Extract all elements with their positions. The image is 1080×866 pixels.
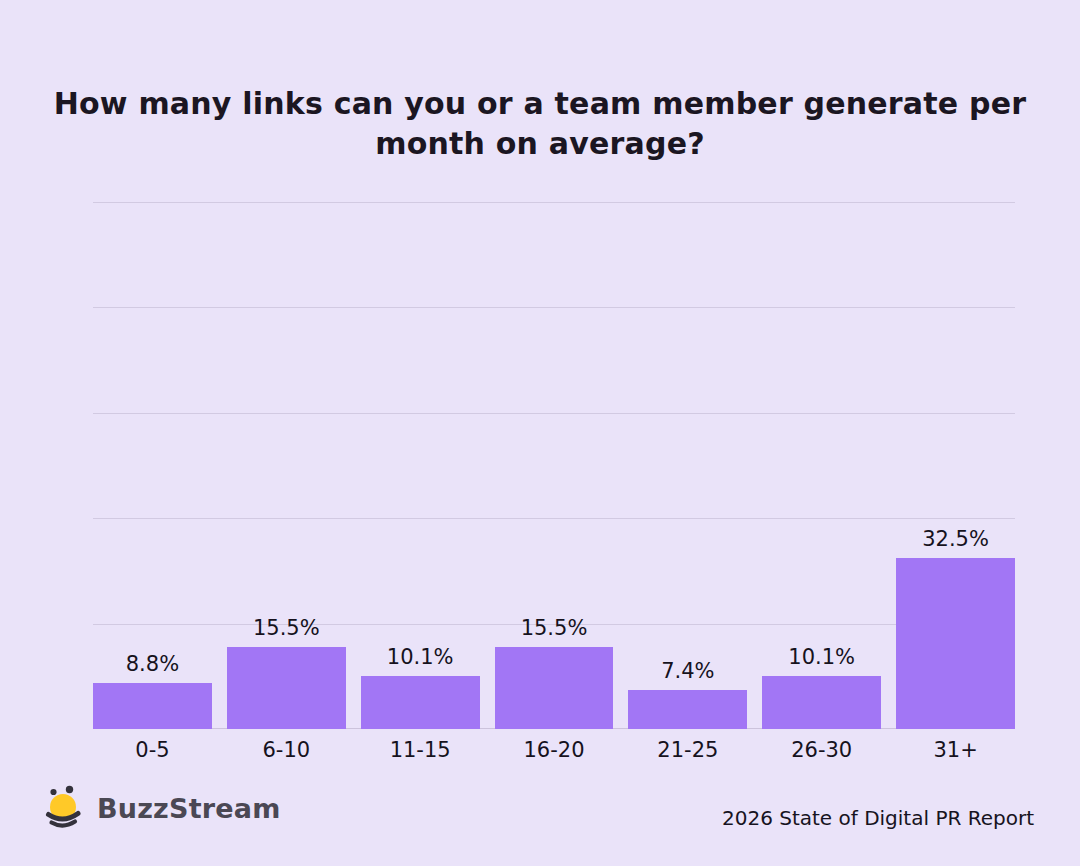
bar-group-21-25: 7.4% <box>628 659 747 729</box>
buzzstream-bee-icon <box>44 784 88 832</box>
bar-group-31+: 32.5% <box>896 527 1015 729</box>
x-tick-label: 21-25 <box>628 738 747 762</box>
bar-group-16-20: 15.5% <box>495 616 614 729</box>
bar <box>93 683 212 729</box>
bar-group-11-15: 10.1% <box>361 645 480 729</box>
bar <box>495 647 614 729</box>
brand-name: BuzzStream <box>97 793 281 824</box>
x-tick-label: 0-5 <box>93 738 212 762</box>
bars-row: 8.8% 15.5% 10.1% 15.5% 7.4% 10.1% 32.5% <box>93 202 1015 729</box>
bar <box>361 676 480 729</box>
bar-value-label: 8.8% <box>126 652 179 676</box>
bar-group-26-30: 10.1% <box>762 645 881 729</box>
bar-value-label: 32.5% <box>922 527 989 551</box>
x-tick-label: 31+ <box>896 738 1015 762</box>
bar <box>628 690 747 729</box>
bar <box>227 647 346 729</box>
chart-card: How many links can you or a team member … <box>0 0 1080 866</box>
x-axis-labels: 0-5 6-10 11-15 16-20 21-25 26-30 31+ <box>93 738 1015 762</box>
report-credit: 2026 State of Digital PR Report <box>722 806 1034 830</box>
bar-value-label: 10.1% <box>788 645 855 669</box>
x-tick-label: 11-15 <box>361 738 480 762</box>
x-tick-label: 6-10 <box>227 738 346 762</box>
x-tick-label: 26-30 <box>762 738 881 762</box>
bar-value-label: 10.1% <box>387 645 454 669</box>
bar-value-label: 15.5% <box>253 616 320 640</box>
bar-group-0-5: 8.8% <box>93 652 212 729</box>
chart-title: How many links can you or a team member … <box>0 84 1080 164</box>
x-tick-label: 16-20 <box>495 738 614 762</box>
brand-logo: BuzzStream <box>44 784 281 832</box>
bar-value-label: 15.5% <box>521 616 588 640</box>
bar-value-label: 7.4% <box>661 659 714 683</box>
bar <box>762 676 881 729</box>
plot-area: 8.8% 15.5% 10.1% 15.5% 7.4% 10.1% 32.5% <box>93 202 1015 729</box>
bar <box>896 558 1015 729</box>
bar-group-6-10: 15.5% <box>227 616 346 729</box>
